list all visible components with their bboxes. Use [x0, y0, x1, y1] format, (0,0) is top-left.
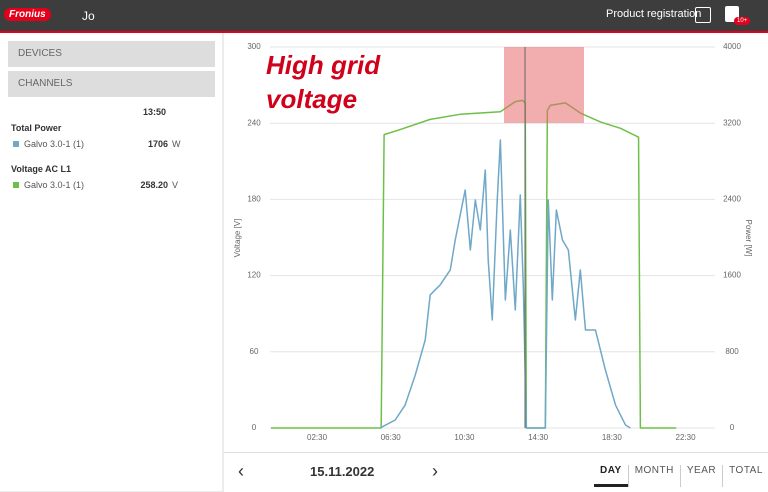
cursor-time: 13:50: [143, 107, 167, 117]
y2-tick-label: 1600: [723, 271, 741, 280]
registration-icon[interactable]: [695, 7, 711, 23]
y2-tick-label: 3200: [723, 118, 741, 127]
y2-tick-label: 2400: [723, 195, 741, 204]
y-tick-label: 0: [252, 423, 257, 432]
x-tick-label: 14:30: [528, 433, 549, 442]
channel-value: 258.20: [140, 180, 168, 190]
prev-button[interactable]: ‹: [238, 461, 244, 481]
x-tick-label: 18:30: [602, 433, 623, 442]
y2-tick-label: 0: [730, 423, 735, 432]
devices-dropdown[interactable]: DEVICES: [8, 41, 215, 67]
y-axis-label: Voltage [V]: [233, 219, 242, 258]
y-tick-label: 240: [247, 118, 261, 127]
y-tick-label: 60: [250, 347, 259, 356]
header: Fronius Jo Product registration 10+: [0, 0, 768, 33]
series-line: [271, 99, 677, 429]
legend-swatch: [13, 141, 19, 147]
notification-badge: 10+: [734, 17, 751, 25]
y-tick-label: 180: [247, 195, 261, 204]
device-name: Galvo 3.0-1 (1): [24, 180, 85, 190]
annotation: voltage: [266, 84, 357, 114]
footer: ‹ 15.11.2022 › DAY MONTH YEAR TOTAL: [224, 452, 768, 492]
date: 15.11.2022: [310, 464, 375, 479]
period-tab[interactable]: TOTAL: [722, 465, 768, 487]
highlight-region: [504, 47, 584, 123]
x-tick-label: 22:30: [676, 433, 697, 442]
channel-unit: V: [172, 180, 179, 190]
period-tab[interactable]: DAY: [594, 465, 628, 487]
logo[interactable]: Fronius: [4, 8, 51, 21]
x-tick-label: 02:30: [307, 433, 328, 442]
chart-panel: 0 60 120 180 240 300 0 800 1600 2400 3200 4000 02:30…: [224, 33, 768, 485]
y2-axis-label: Power [W]: [744, 220, 753, 257]
period-tabs: DAY MONTH YEAR TOTAL: [594, 465, 768, 487]
x-tick-label: 06:30: [381, 433, 402, 442]
group-title: Voltage AC L1: [11, 164, 72, 174]
product-registration[interactable]: Product registration: [606, 8, 702, 20]
channel-value: 1706: [147, 139, 168, 149]
group-title: Total Power: [11, 123, 62, 133]
period-tab[interactable]: MONTH: [627, 465, 680, 487]
period-tab[interactable]: YEAR: [679, 465, 722, 487]
y2-tick-label: 4000: [723, 42, 741, 51]
device-name: Galvo 3.0-1 (1): [24, 139, 85, 149]
channel-unit: W: [172, 139, 181, 149]
next-button[interactable]: ›: [432, 461, 438, 481]
annotation: High grid: [266, 50, 381, 80]
sidebar: DEVICES CHANNELS 13:50 Total Power Galvo …: [0, 33, 222, 491]
y-tick-label: 120: [247, 271, 261, 280]
legend-swatch: [13, 182, 19, 188]
series-line: [379, 139, 631, 429]
user-name: Jo: [82, 9, 95, 23]
x-tick-label: 10:30: [454, 433, 475, 442]
y2-tick-label: 800: [725, 347, 739, 356]
chart: 0 60 120 180 240 300 0 800 1600 2400 3200 4000 02:30…: [233, 42, 753, 442]
channels-dropdown[interactable]: CHANNELS: [8, 71, 215, 97]
y-tick-label: 300: [247, 42, 261, 51]
